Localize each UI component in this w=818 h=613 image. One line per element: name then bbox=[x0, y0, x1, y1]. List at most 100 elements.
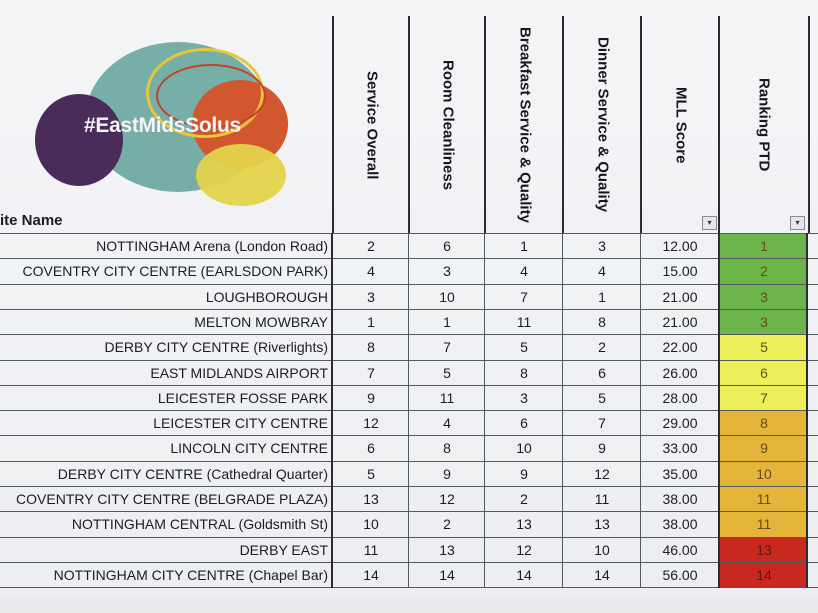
mll-score-cell[interactable]: 33.00 bbox=[640, 436, 719, 462]
mll-score-cell[interactable]: 12.00 bbox=[640, 234, 719, 259]
room-cleanliness-cell[interactable]: 5 bbox=[408, 360, 485, 386]
breakfast-cell[interactable]: 7 bbox=[484, 284, 563, 310]
site-name-cell[interactable]: NOTTINGHAM CENTRAL (Goldsmith St) bbox=[71, 516, 328, 533]
dinner-cell[interactable]: 5 bbox=[562, 385, 641, 411]
room-cleanliness-cell[interactable]: 8 bbox=[408, 436, 485, 462]
breakfast-cell[interactable]: 9 bbox=[484, 461, 563, 487]
dinner-cell[interactable]: 3 bbox=[562, 234, 641, 259]
mll-score-cell[interactable]: 35.00 bbox=[640, 461, 719, 487]
service-overall-cell[interactable]: 12 bbox=[332, 411, 409, 437]
room-cleanliness-cell[interactable]: 9 bbox=[408, 461, 485, 487]
dropdown-arrow-icon[interactable]: ▾ bbox=[702, 216, 717, 230]
dinner-cell[interactable]: 8 bbox=[562, 309, 641, 335]
room-cleanliness-cell[interactable]: 10 bbox=[408, 284, 485, 310]
breakfast-cell[interactable]: 14 bbox=[484, 562, 563, 588]
ranking-cell[interactable]: 10 bbox=[719, 461, 808, 487]
service-overall-cell[interactable]: 5 bbox=[332, 461, 409, 487]
site-name-cell[interactable]: COVENTRY CITY CENTRE (BELGRADE PLAZA) bbox=[16, 491, 328, 507]
mll-score-cell[interactable]: 46.00 bbox=[640, 537, 719, 563]
breakfast-cell[interactable]: 1 bbox=[484, 234, 563, 259]
ranking-cell[interactable]: 3 bbox=[719, 284, 808, 310]
ranking-cell[interactable]: 11 bbox=[719, 487, 808, 512]
column-header-room[interactable]: Room Cleanliness bbox=[408, 16, 486, 234]
room-cleanliness-cell[interactable]: 1 bbox=[408, 309, 485, 335]
service-overall-cell[interactable]: 2 bbox=[332, 234, 409, 259]
room-cleanliness-cell[interactable]: 12 bbox=[408, 487, 485, 512]
site-name-cell[interactable]: NOTTINGHAM CITY CENTRE (Chapel Bar) bbox=[53, 566, 328, 583]
mll-score-cell[interactable]: 15.00 bbox=[640, 259, 719, 285]
site-name-cell[interactable]: LEICESTER FOSSE PARK bbox=[157, 389, 328, 406]
service-overall-cell[interactable]: 7 bbox=[332, 360, 409, 386]
breakfast-cell[interactable]: 4 bbox=[484, 259, 563, 285]
breakfast-cell[interactable]: 8 bbox=[484, 360, 563, 386]
ranking-cell[interactable]: 13 bbox=[719, 537, 808, 563]
breakfast-cell[interactable]: 3 bbox=[484, 385, 563, 411]
breakfast-cell[interactable]: 5 bbox=[484, 335, 563, 361]
mll-score-cell[interactable]: 22.00 bbox=[640, 335, 719, 361]
room-cleanliness-cell[interactable]: 3 bbox=[408, 259, 485, 285]
site-name-cell[interactable]: COVENTRY CITY CENTRE (EARLSDON PARK) bbox=[22, 263, 328, 280]
room-cleanliness-cell[interactable]: 4 bbox=[408, 411, 485, 437]
dinner-cell[interactable]: 12 bbox=[562, 461, 641, 487]
mll-score-cell[interactable]: 38.00 bbox=[640, 512, 719, 538]
service-overall-cell[interactable]: 14 bbox=[332, 562, 409, 588]
room-cleanliness-cell[interactable]: 14 bbox=[408, 562, 485, 588]
service-overall-cell[interactable]: 4 bbox=[332, 259, 409, 285]
breakfast-cell[interactable]: 12 bbox=[484, 537, 563, 563]
service-overall-cell[interactable]: 13 bbox=[332, 487, 409, 512]
ranking-cell[interactable]: 6 bbox=[719, 360, 808, 386]
breakfast-cell[interactable]: 2 bbox=[484, 487, 563, 512]
room-cleanliness-cell[interactable]: 11 bbox=[408, 385, 485, 411]
ranking-cell[interactable]: 14 bbox=[719, 562, 808, 588]
dinner-cell[interactable]: 9 bbox=[562, 436, 641, 462]
dinner-cell[interactable]: 6 bbox=[562, 360, 641, 386]
mll-score-cell[interactable]: 26.00 bbox=[640, 360, 719, 386]
ranking-cell[interactable]: 9 bbox=[719, 436, 808, 462]
service-overall-cell[interactable]: 6 bbox=[332, 436, 409, 462]
site-name-cell[interactable]: DERBY CITY CENTRE (Riverlights) bbox=[104, 339, 328, 356]
column-header-dinner[interactable]: Dinner Service & Quality bbox=[562, 16, 642, 234]
dinner-cell[interactable]: 10 bbox=[562, 537, 641, 563]
service-overall-cell[interactable]: 8 bbox=[332, 335, 409, 361]
site-name-cell[interactable]: DERBY EAST bbox=[239, 541, 328, 558]
breakfast-cell[interactable]: 13 bbox=[484, 512, 563, 538]
breakfast-cell[interactable]: 6 bbox=[484, 411, 563, 437]
column-header-ranking[interactable]: Ranking PTD ▾ bbox=[718, 16, 810, 234]
ranking-cell[interactable]: 1 bbox=[719, 234, 808, 259]
breakfast-cell[interactable]: 10 bbox=[484, 436, 563, 462]
dinner-cell[interactable]: 2 bbox=[562, 335, 641, 361]
column-header-service[interactable]: Service Overall bbox=[332, 16, 410, 234]
dinner-cell[interactable]: 4 bbox=[562, 259, 641, 285]
ranking-cell[interactable]: 7 bbox=[719, 385, 808, 411]
ranking-cell[interactable]: 5 bbox=[719, 335, 808, 361]
column-header-mll-score[interactable]: MLL Score ▾ bbox=[640, 16, 720, 234]
room-cleanliness-cell[interactable]: 7 bbox=[408, 335, 485, 361]
mll-score-cell[interactable]: 56.00 bbox=[640, 562, 719, 588]
service-overall-cell[interactable]: 10 bbox=[332, 512, 409, 538]
mll-score-cell[interactable]: 21.00 bbox=[640, 284, 719, 310]
room-cleanliness-cell[interactable]: 13 bbox=[408, 537, 485, 563]
ranking-cell[interactable]: 3 bbox=[719, 309, 808, 335]
dinner-cell[interactable]: 7 bbox=[562, 411, 641, 437]
mll-score-cell[interactable]: 29.00 bbox=[640, 411, 719, 437]
dinner-cell[interactable]: 1 bbox=[562, 284, 641, 310]
dinner-cell[interactable]: 13 bbox=[562, 512, 641, 538]
ranking-cell[interactable]: 2 bbox=[719, 259, 808, 285]
ranking-cell[interactable]: 8 bbox=[719, 411, 808, 437]
site-name-cell[interactable]: EAST MIDLANDS AIRPORT bbox=[150, 364, 328, 381]
room-cleanliness-cell[interactable]: 2 bbox=[408, 512, 485, 538]
dinner-cell[interactable]: 11 bbox=[562, 487, 641, 512]
service-overall-cell[interactable]: 3 bbox=[332, 284, 409, 310]
site-name-cell[interactable]: DERBY CITY CENTRE (Cathedral Quarter) bbox=[57, 465, 328, 482]
service-overall-cell[interactable]: 11 bbox=[332, 537, 409, 563]
site-name-cell[interactable]: MELTON MOWBRAY bbox=[194, 313, 328, 330]
column-header-breakfast[interactable]: Breakfast Service & Quality bbox=[484, 16, 564, 234]
mll-score-cell[interactable]: 21.00 bbox=[640, 309, 719, 335]
breakfast-cell[interactable]: 11 bbox=[484, 309, 563, 335]
dinner-cell[interactable]: 14 bbox=[562, 562, 641, 588]
site-name-cell[interactable]: NOTTINGHAM Arena (London Road) bbox=[96, 238, 328, 254]
site-name-cell[interactable]: LINCOLN CITY CENTRE bbox=[170, 440, 328, 457]
mll-score-cell[interactable]: 38.00 bbox=[640, 487, 719, 512]
room-cleanliness-cell[interactable]: 6 bbox=[408, 234, 485, 259]
dropdown-arrow-icon[interactable]: ▾ bbox=[790, 216, 805, 230]
